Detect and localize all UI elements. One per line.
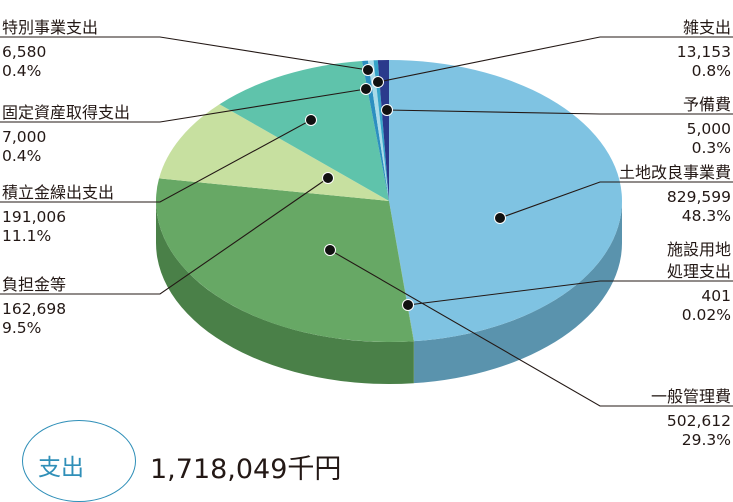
slice-label-0: 土地改良事業費 — [619, 163, 731, 182]
slice-label-6: 特別事業支出 — [2, 18, 98, 37]
slice-label-3: 負担金等 — [2, 275, 66, 294]
total-badge-label: 支出 — [38, 448, 84, 482]
slice-label-4: 積立金繰出支出 — [2, 183, 114, 202]
slice-value-0: 829,599 — [667, 188, 731, 206]
slice-percent-3: 9.5% — [2, 319, 41, 337]
slice-label-1: 施設用地 — [667, 240, 731, 259]
leader-dot-1 — [403, 300, 414, 311]
slice-value-3: 162,698 — [2, 300, 66, 318]
slice-value-1: 401 — [701, 287, 731, 305]
leader-line-6 — [0, 37, 368, 70]
slice-value-5: 7,000 — [2, 128, 46, 146]
leader-dot-0 — [495, 213, 506, 224]
pie-top-layer — [156, 60, 622, 342]
total-amount: 1,718,049千円 — [150, 447, 341, 486]
slice-percent-2: 29.3% — [682, 431, 731, 449]
slice-label-2: 一般管理費 — [651, 387, 731, 406]
slice-label-1: 処理支出 — [667, 262, 731, 281]
leader-dot-8 — [373, 77, 384, 88]
slice-value-6: 6,580 — [2, 43, 46, 61]
slice-percent-1: 0.02% — [682, 306, 731, 324]
slice-label-5: 固定資産取得支出 — [2, 103, 130, 122]
slice-value-7: 5,000 — [687, 120, 731, 138]
slice-label-8: 雑支出 — [683, 18, 731, 37]
leader-dot-6 — [363, 65, 374, 76]
leader-dot-5 — [361, 84, 372, 95]
slice-percent-6: 0.4% — [2, 62, 41, 80]
slice-value-4: 191,006 — [2, 208, 66, 226]
slice-label-7: 予備費 — [683, 95, 731, 114]
leader-dot-2 — [325, 245, 336, 256]
slice-percent-5: 0.4% — [2, 147, 41, 165]
slice-value-8: 13,153 — [677, 43, 731, 61]
leader-dot-4 — [306, 115, 317, 126]
leader-dot-3 — [323, 173, 334, 184]
slice-percent-4: 11.1% — [2, 227, 51, 245]
slice-percent-8: 0.8% — [692, 62, 731, 80]
slice-value-2: 502,612 — [667, 412, 731, 430]
slice-percent-0: 48.3% — [682, 207, 731, 225]
leader-dot-7 — [382, 105, 393, 116]
slice-percent-7: 0.3% — [692, 139, 731, 157]
